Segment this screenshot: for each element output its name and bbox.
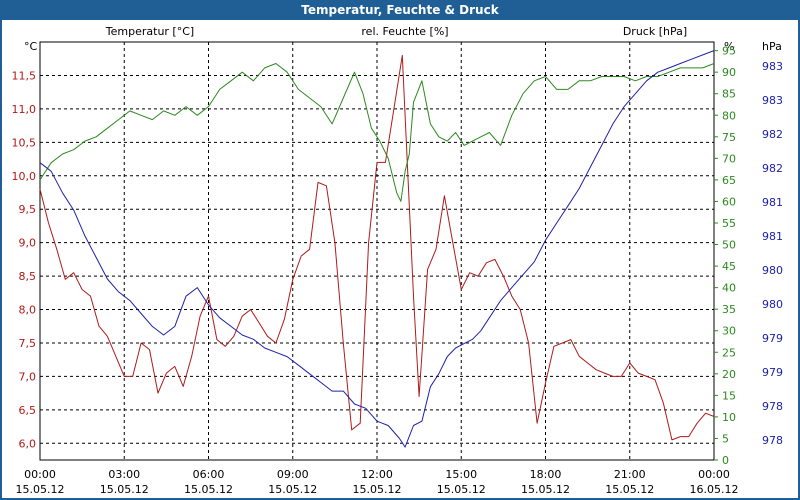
x-tick-date: 16.05.12 <box>690 483 739 496</box>
humidity-tick-label: 75 <box>722 131 736 144</box>
x-tick-date: 15.05.12 <box>353 483 402 496</box>
x-tick-time: 09:00 <box>277 468 309 481</box>
grid <box>39 41 715 461</box>
humidity-tick-label: 90 <box>722 66 736 79</box>
temperature-tick-label: 8,0 <box>19 304 37 317</box>
humidity-tick-label: 85 <box>722 88 736 101</box>
pressure-unit: hPa <box>762 40 782 53</box>
temperature-unit: °C <box>24 40 38 53</box>
x-tick-date: 15.05.12 <box>605 483 654 496</box>
x-tick-date: 15.05.12 <box>521 483 570 496</box>
temperature-tick-label: 6,5 <box>19 404 37 417</box>
pressure-tick-label: 980 <box>762 298 783 311</box>
temperature-tick-label: 10,5 <box>12 136 37 149</box>
x-tick-time: 21:00 <box>614 468 646 481</box>
humidity-tick-label: 70 <box>722 152 736 165</box>
pressure-axis-label: Druck [hPa] <box>623 25 687 38</box>
x-tick-time: 06:00 <box>193 468 225 481</box>
humidity-tick-label: 50 <box>722 239 736 252</box>
pressure-tick-label: 982 <box>762 128 783 141</box>
x-tick-time: 03:00 <box>108 468 140 481</box>
humidity-tick-label: 5 <box>722 432 729 445</box>
x-tick-date: 15.05.12 <box>16 483 65 496</box>
humidity-tick-label: 95 <box>722 45 736 58</box>
x-tick-date: 15.05.12 <box>437 483 486 496</box>
pressure-tick-label: 983 <box>762 94 783 107</box>
temperature-tick-label: 11,0 <box>12 103 37 116</box>
axis-ticks: 00:00 15.05.12 03:00 15.05.12 06:00 15.05.12 0… <box>12 45 784 496</box>
pressure-tick-label: 982 <box>762 162 783 175</box>
humidity-tick-label: 35 <box>722 303 736 316</box>
series-line-pressure <box>39 50 715 448</box>
x-tick-time: 00:00 <box>698 468 730 481</box>
temperature-tick-label: 10,0 <box>12 170 37 183</box>
pressure-tick-label: 979 <box>762 332 783 345</box>
temperature-tick-label: 9,5 <box>19 203 37 216</box>
humidity-tick-label: 45 <box>722 260 736 273</box>
pressure-tick-label: 983 <box>762 60 783 73</box>
temperature-axis-label: Temperatur [°C] <box>105 25 194 38</box>
x-tick-time: 18:00 <box>530 468 562 481</box>
humidity-tick-label: 25 <box>722 346 736 359</box>
series-line-temperature <box>39 54 715 441</box>
temperature-tick-label: 7,0 <box>19 370 37 383</box>
pressure-tick-label: 981 <box>762 196 783 209</box>
humidity-axis-label: rel. Feuchte [%] <box>361 25 448 38</box>
x-tick-date: 15.05.12 <box>100 483 149 496</box>
humidity-tick-label: 40 <box>722 282 736 295</box>
pressure-tick-label: 981 <box>762 230 783 243</box>
window-title: Temperatur, Feuchte & Druck <box>0 0 800 20</box>
temperature-tick-label: 11,5 <box>12 69 37 82</box>
humidity-tick-label: 15 <box>722 389 736 402</box>
humidity-unit: % <box>724 40 734 53</box>
series-line-humidity <box>39 63 715 202</box>
chart-panel: Temperatur [°C] rel. Feuchte [%] Druck [… <box>2 20 798 498</box>
temperature-tick-label: 8,5 <box>19 270 37 283</box>
pressure-tick-label: 978 <box>762 434 783 447</box>
humidity-tick-label: 20 <box>722 368 736 381</box>
temperature-tick-label: 9,0 <box>19 237 37 250</box>
humidity-tick-label: 80 <box>722 109 736 122</box>
series-lines <box>39 50 715 448</box>
chart-svg: Temperatur [°C] rel. Feuchte [%] Druck [… <box>12 25 784 496</box>
humidity-tick-label: 30 <box>722 325 736 338</box>
x-tick-time: 15:00 <box>445 468 477 481</box>
humidity-tick-label: 60 <box>722 195 736 208</box>
x-tick-time: 12:00 <box>361 468 393 481</box>
x-tick-time: 00:00 <box>24 468 56 481</box>
temperature-tick-label: 6,0 <box>19 437 37 450</box>
humidity-tick-label: 65 <box>722 174 736 187</box>
pressure-tick-label: 980 <box>762 264 783 277</box>
temperature-tick-label: 7,5 <box>19 337 37 350</box>
x-tick-date: 15.05.12 <box>184 483 233 496</box>
pressure-tick-label: 979 <box>762 366 783 379</box>
humidity-tick-label: 55 <box>722 217 736 230</box>
x-tick-date: 15.05.12 <box>268 483 317 496</box>
pressure-tick-label: 978 <box>762 400 783 413</box>
humidity-tick-label: 0 <box>722 454 729 467</box>
humidity-tick-label: 10 <box>722 411 736 424</box>
